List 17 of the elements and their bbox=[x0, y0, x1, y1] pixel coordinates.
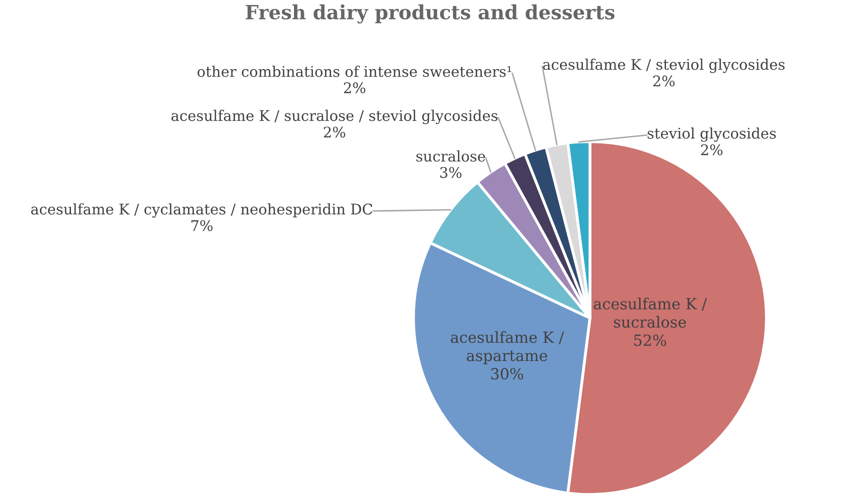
data-label: 2% bbox=[344, 82, 366, 94]
data-label: 52% bbox=[634, 334, 666, 346]
data-label: 2% bbox=[324, 126, 346, 138]
data-label: 30% bbox=[491, 368, 524, 380]
slice-label: other combinations of intense sweeteners¹ bbox=[198, 66, 512, 77]
data-label: 7% bbox=[191, 220, 213, 232]
chart-title: Fresh dairy products and desserts bbox=[246, 4, 614, 24]
slice-label: steviol glycosides bbox=[648, 127, 776, 142]
slice-label: acesulfame K / cyclamates / neohesperidin DC bbox=[31, 203, 372, 218]
slice-label: acesulfame K / steviol glycosides bbox=[543, 58, 785, 73]
data-label: 3% bbox=[440, 166, 462, 178]
slice-label: acesulfame K / sucralose bbox=[594, 298, 707, 328]
data-label: 2% bbox=[701, 144, 722, 156]
slice-label: sucralose bbox=[416, 150, 486, 162]
slice-label: acesulfame K / aspartame bbox=[450, 331, 564, 364]
data-label: 2% bbox=[653, 75, 675, 86]
slice-label: acesulfame K / sucralose / steviol glycosides bbox=[171, 110, 498, 124]
